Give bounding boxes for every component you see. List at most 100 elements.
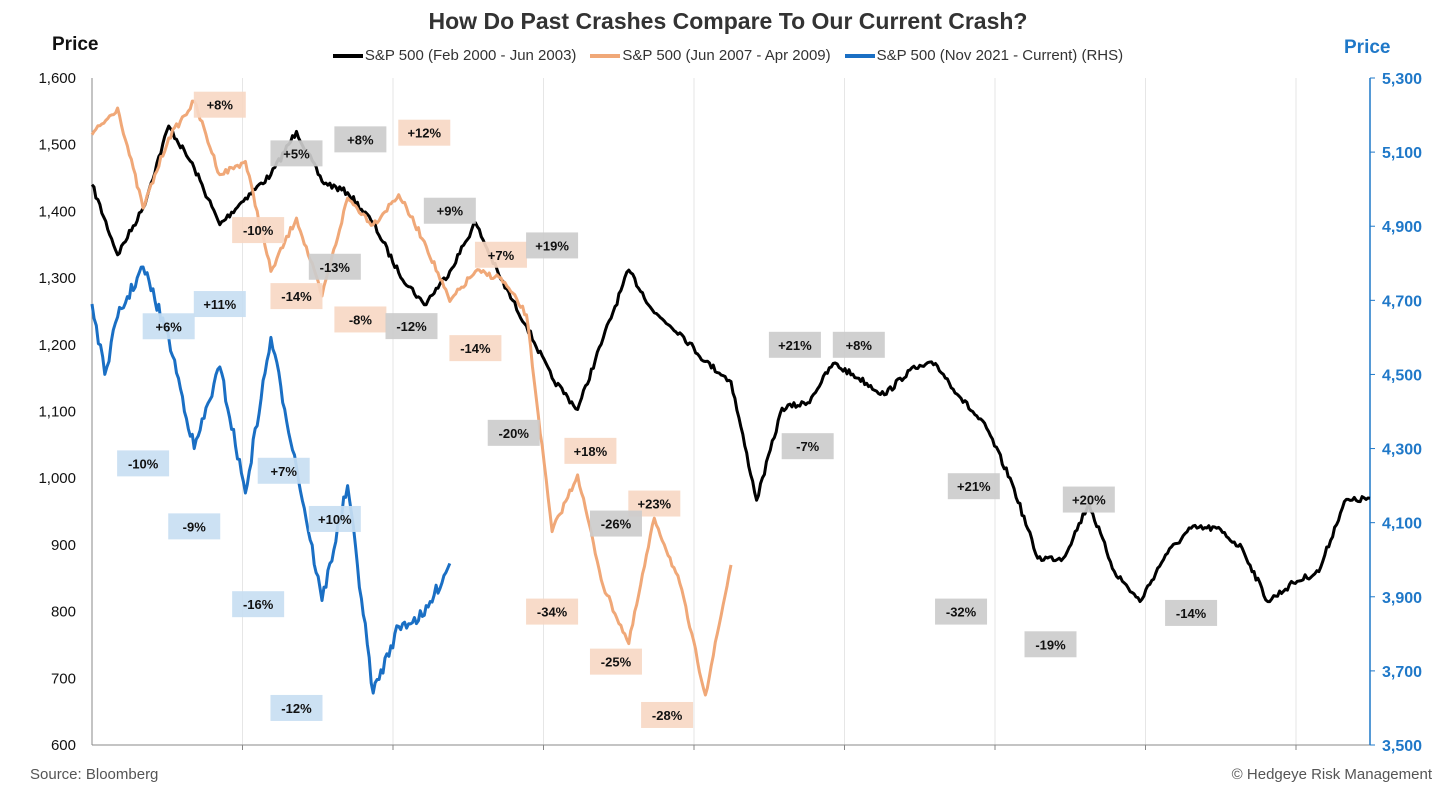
- annotation-label: -14%: [460, 341, 491, 356]
- right-tick-label: 4,100: [1382, 516, 1422, 533]
- annotation-box: [641, 701, 694, 728]
- left-tick-label: 700: [51, 670, 76, 687]
- annotation-box: [398, 119, 451, 146]
- right-tick-label: 4,700: [1382, 293, 1422, 310]
- annotation-label: +20%: [1072, 493, 1106, 508]
- annotation-box: [935, 598, 988, 625]
- annotation-label: +8%: [846, 338, 873, 353]
- annotation-box: [449, 335, 502, 362]
- legend-label-2000: S&P 500 (Feb 2000 - Jun 2003): [364, 47, 577, 64]
- legend: S&P 500 (Feb 2000 - Jun 2003) S&P 500 (J…: [0, 47, 1456, 64]
- chart-title: How Do Past Crashes Compare To Our Curre…: [428, 8, 1028, 34]
- annotation-label: -9%: [183, 519, 207, 534]
- annotation-label: +7%: [488, 248, 515, 263]
- legend-item-2000: S&P 500 (Feb 2000 - Jun 2003): [332, 47, 577, 64]
- annotation-box: [474, 241, 527, 268]
- legend-swatch-2021: [844, 53, 875, 58]
- left-tick-label: 1,000: [38, 470, 76, 487]
- left-tick-label: 600: [51, 737, 76, 754]
- annotation-label: -7%: [796, 439, 820, 454]
- legend-item-2007: S&P 500 (Jun 2007 - Apr 2009): [590, 47, 831, 64]
- annotation-box: [768, 331, 821, 358]
- annotation-box: [1024, 631, 1077, 658]
- left-tick-label: 1,400: [38, 203, 76, 220]
- legend-item-2021: S&P 500 (Nov 2021 - Current) (RHS): [844, 47, 1124, 64]
- left-tick-label: 900: [51, 537, 76, 554]
- annotation-label: +6%: [155, 319, 182, 334]
- annotation-label: +8%: [347, 132, 374, 147]
- right-tick-label: 3,500: [1382, 738, 1422, 755]
- annotation-label: +12%: [407, 126, 441, 141]
- legend-swatch-2007: [590, 53, 621, 58]
- annotation-box: [117, 450, 170, 477]
- series-line-2007-2009: [90, 99, 733, 697]
- left-tick-label: 800: [51, 604, 76, 621]
- legend-swatch-2000: [332, 53, 363, 58]
- annotation-label: +11%: [203, 297, 236, 312]
- annotation-box: [142, 313, 195, 340]
- annotation-box: [308, 505, 361, 532]
- left-tick-label: 1,200: [38, 337, 76, 354]
- legend-label-2021: S&P 500 (Nov 2021 - Current) (RHS): [876, 47, 1124, 64]
- left-tick-label: 1,600: [38, 70, 76, 87]
- legend-label-2007: S&P 500 (Jun 2007 - Apr 2009): [622, 47, 831, 64]
- annotation-box: [193, 291, 246, 318]
- annotation-box: [270, 694, 323, 721]
- right-tick-label: 4,500: [1382, 367, 1422, 384]
- annotation-label: +9%: [437, 204, 464, 219]
- annotation-label: -16%: [243, 597, 274, 612]
- right-axis-title: Price: [1344, 37, 1391, 58]
- copyright-note: © Hedgeye Risk Management: [1231, 766, 1432, 783]
- annotation-label: -32%: [946, 605, 977, 620]
- annotation-box: [168, 513, 221, 540]
- annotation-box: [589, 510, 642, 537]
- annotation-label: -34%: [537, 605, 568, 620]
- annotation-label: -14%: [1176, 606, 1207, 621]
- annotation-box: [257, 457, 310, 484]
- annotation-box: [423, 197, 476, 224]
- annotation-box: [589, 648, 642, 675]
- annotation-box: [526, 232, 579, 259]
- source-note: Source: Bloomberg: [30, 766, 159, 783]
- annotation-box: [526, 598, 579, 625]
- annotation-box: [308, 253, 361, 280]
- left-axis-title: Price: [52, 34, 99, 55]
- annotation-label: +19%: [535, 238, 569, 253]
- right-tick-label: 3,700: [1382, 664, 1422, 681]
- annotation-box: [487, 419, 540, 446]
- annotation-label: -19%: [1035, 637, 1066, 652]
- right-tick-label: 5,100: [1382, 145, 1422, 162]
- annotation-label: +8%: [207, 98, 234, 113]
- annotation-box: [193, 91, 246, 118]
- right-tick-label: 4,300: [1382, 442, 1422, 459]
- annotation-box: [832, 331, 885, 358]
- left-tick-label: 1,300: [38, 270, 76, 287]
- annotation-label: -12%: [396, 319, 427, 334]
- annotation-label: -13%: [320, 260, 351, 275]
- series-line-2000-2003: [90, 124, 1371, 604]
- left-tick-label: 1,500: [38, 137, 76, 154]
- annotation-label: -10%: [128, 456, 159, 471]
- annotation-box: [334, 306, 387, 333]
- annotation-box: [232, 591, 285, 618]
- annotation-label: +5%: [283, 146, 310, 161]
- series-line-2021-current: [90, 265, 452, 695]
- annotation-label: -28%: [652, 708, 683, 723]
- left-tick-label: 1,100: [38, 404, 76, 421]
- annotation-label: -20%: [499, 426, 530, 441]
- annotation-label: -14%: [281, 289, 312, 304]
- right-tick-label: 5,300: [1382, 71, 1422, 88]
- annotation-label: +21%: [778, 338, 812, 353]
- annotation-box: [270, 283, 323, 310]
- annotation-label: -26%: [601, 517, 632, 532]
- annotation-label: +7%: [271, 464, 298, 479]
- annotation-box: [1165, 599, 1218, 626]
- annotation-box: [385, 313, 438, 340]
- annotation-label: -8%: [349, 312, 373, 327]
- right-tick-label: 3,900: [1382, 590, 1422, 607]
- annotation-box: [1062, 486, 1115, 513]
- annotation-box: [334, 126, 387, 153]
- annotation-box: [232, 217, 285, 244]
- annotation-label: +10%: [318, 512, 352, 527]
